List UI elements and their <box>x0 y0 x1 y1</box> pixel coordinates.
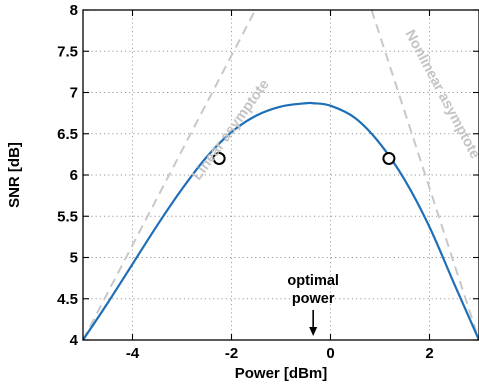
optimal-power-label-line1: optimal <box>287 273 339 289</box>
y-tick-label: 5 <box>70 250 78 267</box>
x-tick-label: -2 <box>225 345 238 362</box>
nonlinear-asymptote-line <box>370 9 479 341</box>
optimal-power-label-line2: power <box>292 291 335 307</box>
x-axis-label: Power [dBm] <box>235 365 328 382</box>
y-tick-label: 7.5 <box>57 43 78 60</box>
y-tick-label: 7 <box>70 85 78 102</box>
asymptote-lines <box>82 9 479 341</box>
axis-ticks <box>83 9 479 341</box>
marker-point-0 <box>212 152 226 165</box>
marker-points <box>212 152 396 165</box>
snr-curve-group <box>82 101 479 341</box>
linear-asymptote-line <box>82 9 257 341</box>
x-tick-label: -4 <box>126 345 140 362</box>
x-tick-label: 0 <box>326 345 334 362</box>
arrow-head <box>309 327 318 336</box>
marker-point-1 <box>382 152 396 165</box>
y-axis-label: SNR [dB] <box>6 142 23 208</box>
optimal-power-arrow <box>309 310 318 336</box>
y-tick-label: 4.5 <box>57 291 78 308</box>
y-tick-label: 8 <box>70 2 78 19</box>
y-tick-label: 4 <box>70 332 79 349</box>
y-tick-label: 6.5 <box>57 126 78 143</box>
snr-curve-line <box>82 101 479 341</box>
x-tick-label: 2 <box>425 345 433 362</box>
y-tick-label: 6 <box>70 167 78 184</box>
nonlinear-asymptote-label: Nonlinear asymptote <box>401 27 479 161</box>
grid-lines <box>83 10 479 340</box>
y-tick-label: 5.5 <box>57 208 78 225</box>
tick-labels: -4 -2 0 2 4 4.5 5 5.5 6 6.5 7 7.5 8 <box>57 2 434 362</box>
